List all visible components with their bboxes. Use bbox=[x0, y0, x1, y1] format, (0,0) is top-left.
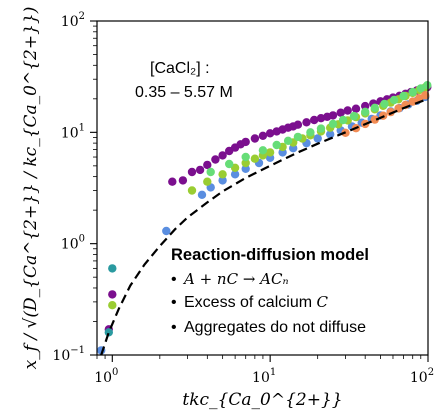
data-point-s0 bbox=[178, 176, 188, 185]
data-point-s4 bbox=[389, 95, 399, 105]
x-tick-label: 100 bbox=[94, 367, 118, 386]
axes: 100 101 102 10−1 100 101 102 bbox=[52, 11, 434, 386]
data-point-s0 bbox=[195, 165, 205, 175]
data-points bbox=[97, 81, 432, 355]
data-point-s3 bbox=[218, 170, 227, 179]
data-point-s4 bbox=[225, 159, 234, 169]
x-axis-label: tkc_{Ca_0^{2+}} bbox=[182, 390, 342, 410]
data-point-s3 bbox=[203, 177, 212, 186]
data-point-s3 bbox=[108, 301, 117, 310]
data-point-s2 bbox=[313, 134, 322, 143]
data-point-s0 bbox=[302, 118, 311, 127]
data-point-s4 bbox=[283, 136, 293, 145]
bullet-2: • bbox=[171, 294, 177, 311]
data-point-s0 bbox=[108, 290, 117, 299]
data-point-s3 bbox=[241, 158, 250, 168]
bullet-1: • bbox=[171, 271, 177, 288]
bullet-1-text: A + nC → ACₙ bbox=[182, 270, 289, 288]
data-point-s4 bbox=[206, 167, 215, 177]
data-point-s3 bbox=[250, 154, 260, 163]
data-point-s4 bbox=[361, 107, 370, 117]
data-point-s3 bbox=[265, 148, 275, 157]
data-point-s4 bbox=[380, 99, 389, 109]
data-point-s0 bbox=[258, 131, 268, 140]
data-point-s1 bbox=[108, 264, 117, 273]
data-point-s5 bbox=[421, 91, 430, 100]
data-point-s0 bbox=[351, 104, 361, 113]
x-tick-label: 101 bbox=[252, 367, 276, 386]
data-point-s2 bbox=[326, 130, 335, 139]
data-point-s2 bbox=[218, 176, 227, 185]
data-point-s2 bbox=[162, 226, 171, 236]
data-point-s4 bbox=[338, 115, 348, 125]
data-point-s4 bbox=[272, 140, 281, 150]
model-dashed-line bbox=[100, 97, 429, 356]
y-axis-label: x_f / √(D_{Ca^{2+}} / kc_{Ca_0^{2+}}) bbox=[21, 7, 41, 370]
y-tick-label: 10−1 bbox=[52, 345, 85, 364]
data-point-s0 bbox=[250, 134, 260, 143]
data-point-s0 bbox=[203, 160, 212, 170]
data-point-s4 bbox=[241, 152, 250, 162]
data-point-s0 bbox=[241, 137, 250, 147]
data-point-s0 bbox=[328, 111, 338, 120]
data-point-s4 bbox=[258, 146, 268, 155]
conc-label-line2: 0.35 – 5.57 M bbox=[135, 84, 233, 101]
data-point-s0 bbox=[343, 106, 352, 115]
y-tick-label: 101 bbox=[61, 122, 85, 141]
data-point-s1 bbox=[104, 328, 114, 337]
data-point-s0 bbox=[211, 155, 220, 164]
data-point-s0 bbox=[218, 151, 227, 160]
conc-label-line1: [CaCl₂] : bbox=[150, 60, 210, 77]
data-point-s4 bbox=[306, 128, 315, 137]
x-tick-label: 102 bbox=[410, 367, 434, 386]
data-point-s0 bbox=[187, 167, 197, 177]
data-point-s2 bbox=[241, 164, 250, 173]
data-point-s2 bbox=[197, 190, 207, 199]
y-tick-label: 100 bbox=[61, 234, 85, 253]
bullet-2-text: Excess of calcium C bbox=[184, 293, 328, 311]
data-point-s4 bbox=[349, 111, 359, 121]
bullet-3-text: Aggregates do not diffuse bbox=[184, 319, 366, 336]
data-point-s4 bbox=[416, 84, 425, 93]
bullet-3: • bbox=[171, 319, 177, 336]
data-point-s0 bbox=[336, 108, 345, 117]
y-tick-label: 102 bbox=[61, 11, 85, 30]
data-point-s0 bbox=[265, 129, 275, 138]
data-point-s4 bbox=[370, 103, 379, 113]
data-point-s4 bbox=[408, 87, 417, 97]
data-point-s2 bbox=[230, 170, 240, 179]
data-point-s0 bbox=[168, 177, 177, 186]
data-point-s4 bbox=[399, 91, 408, 101]
data-point-s0 bbox=[293, 120, 303, 129]
data-point-s4 bbox=[423, 81, 432, 90]
data-point-s0 bbox=[310, 115, 319, 125]
model-title: Reaction-diffusion model bbox=[171, 246, 369, 264]
data-point-s5 bbox=[370, 115, 379, 124]
data-point-s5 bbox=[408, 97, 417, 106]
data-point-s4 bbox=[316, 124, 326, 133]
data-point-s4 bbox=[293, 132, 303, 142]
data-point-s5 bbox=[386, 107, 395, 117]
plot-frame bbox=[96, 20, 429, 356]
data-point-s4 bbox=[328, 119, 338, 129]
data-point-s3 bbox=[187, 186, 197, 195]
